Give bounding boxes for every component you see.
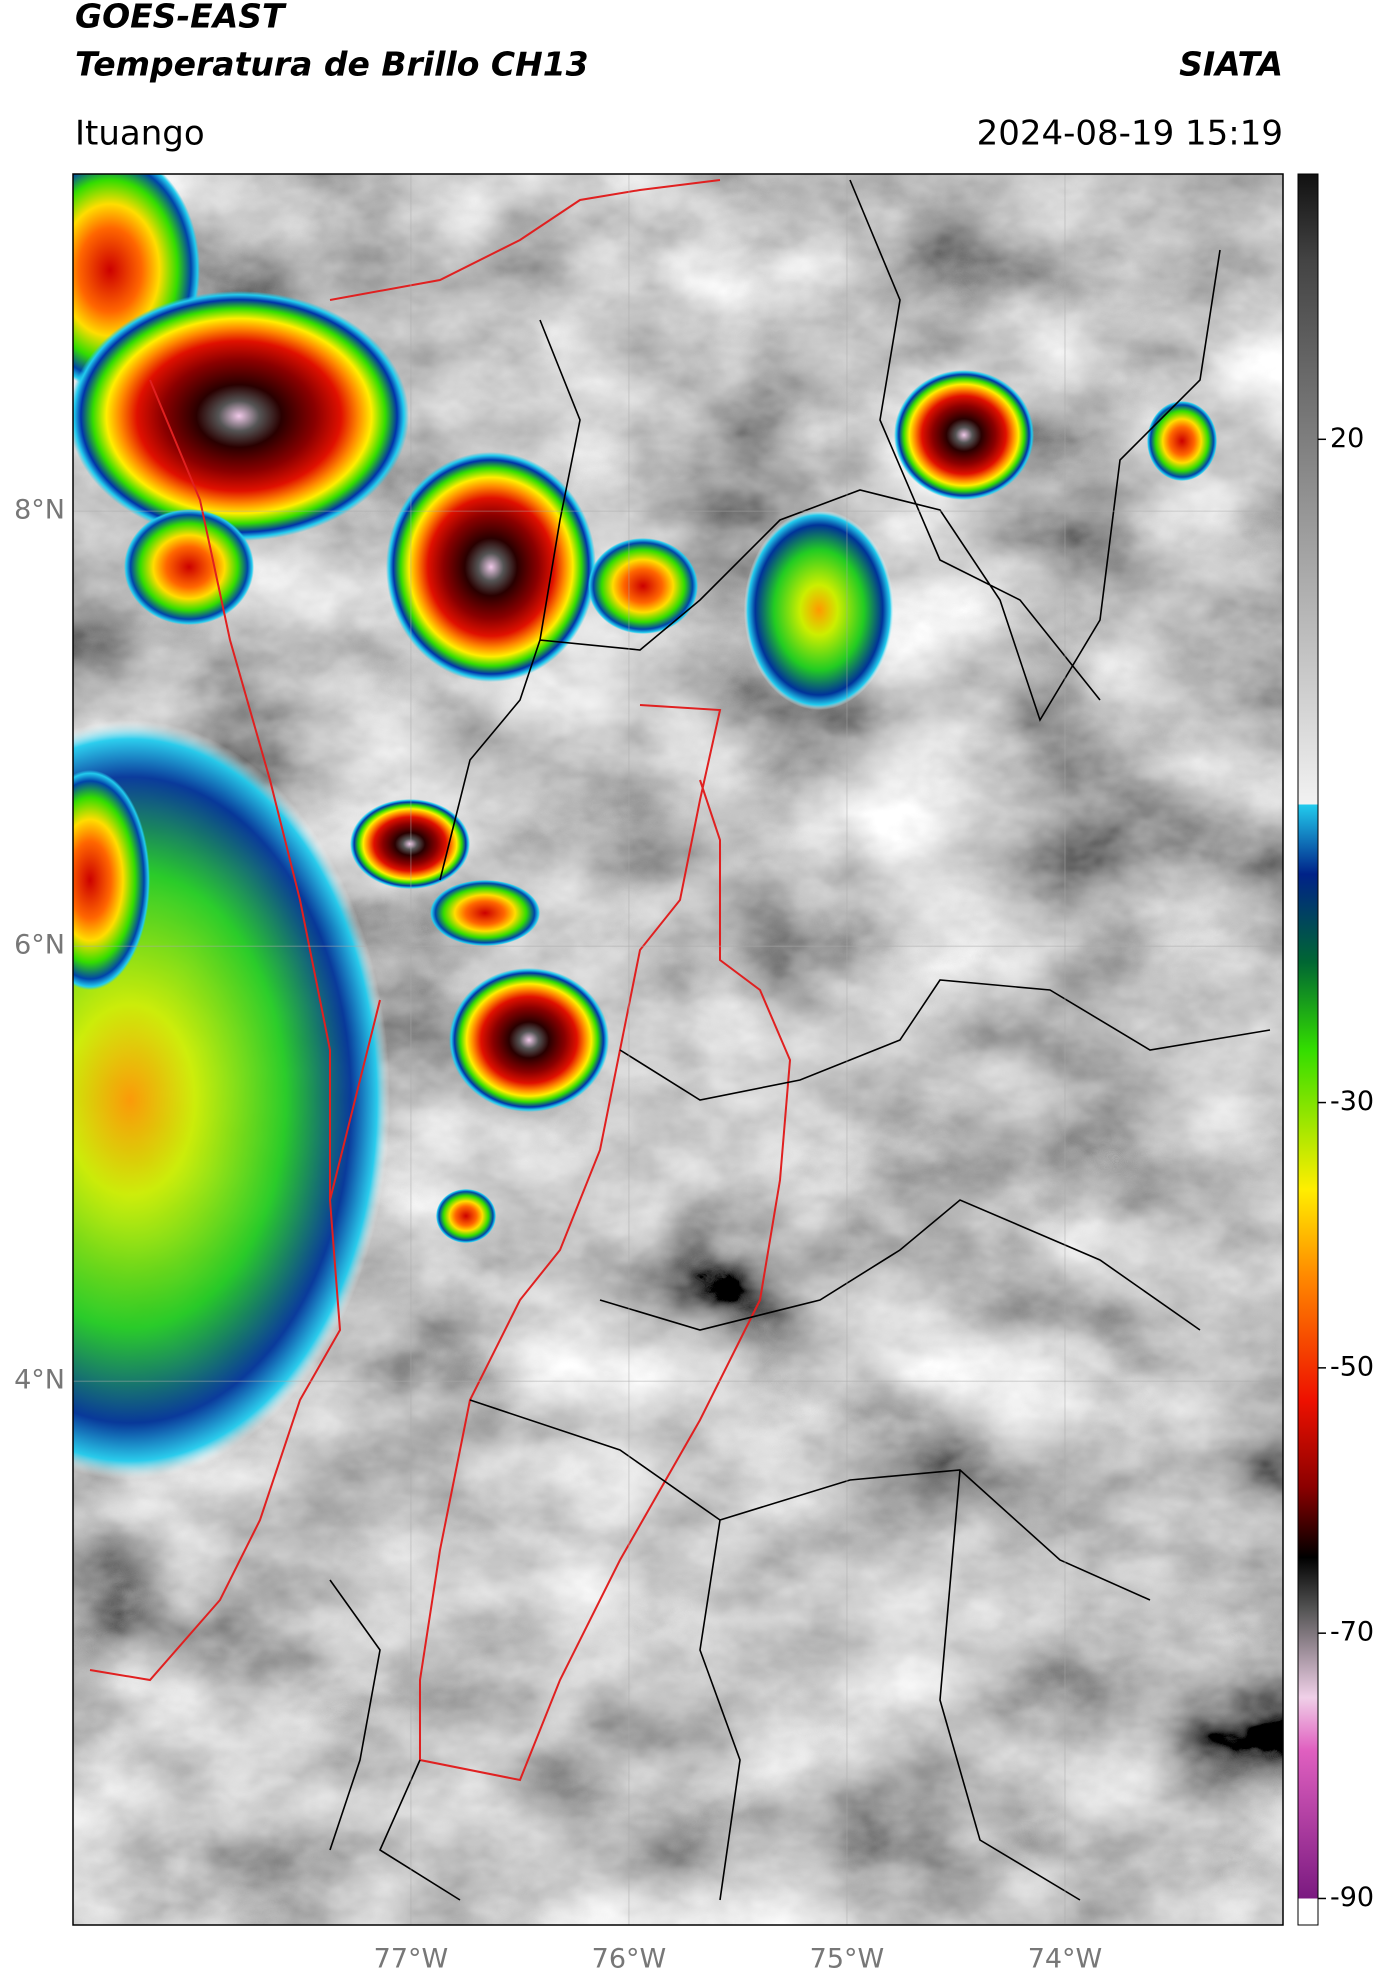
y-tick-label: 6°N bbox=[14, 930, 65, 961]
colorbar-tick-label: 20 bbox=[1330, 423, 1364, 454]
x-tick-label: 75°W bbox=[810, 1944, 885, 1975]
x-tick-label: 74°W bbox=[1028, 1944, 1103, 1975]
location: Ituango bbox=[75, 114, 205, 154]
graticule bbox=[73, 174, 1283, 1925]
x-tick-label: 76°W bbox=[592, 1944, 667, 1975]
colorbar-tick-label: -90 bbox=[1330, 1882, 1374, 1913]
subtitle: Temperatura de Brillo CH13 bbox=[75, 45, 589, 84]
x-tick-label: 77°W bbox=[374, 1944, 449, 1975]
title: GOES-EAST bbox=[75, 0, 287, 36]
map-frame bbox=[72, 173, 1284, 1926]
colorbar-tick-label: -70 bbox=[1330, 1617, 1374, 1648]
colorbar-tick-label: -30 bbox=[1330, 1086, 1374, 1117]
datetime: 2024-08-19 15:19 bbox=[977, 114, 1283, 154]
y-tick-label: 4°N bbox=[14, 1365, 65, 1396]
colorbar-tick-label: -50 bbox=[1330, 1351, 1374, 1382]
map-image bbox=[73, 174, 1283, 1925]
colorbar bbox=[1297, 173, 1319, 1926]
source: SIATA bbox=[1179, 45, 1283, 84]
y-tick-label: 8°N bbox=[14, 495, 65, 526]
